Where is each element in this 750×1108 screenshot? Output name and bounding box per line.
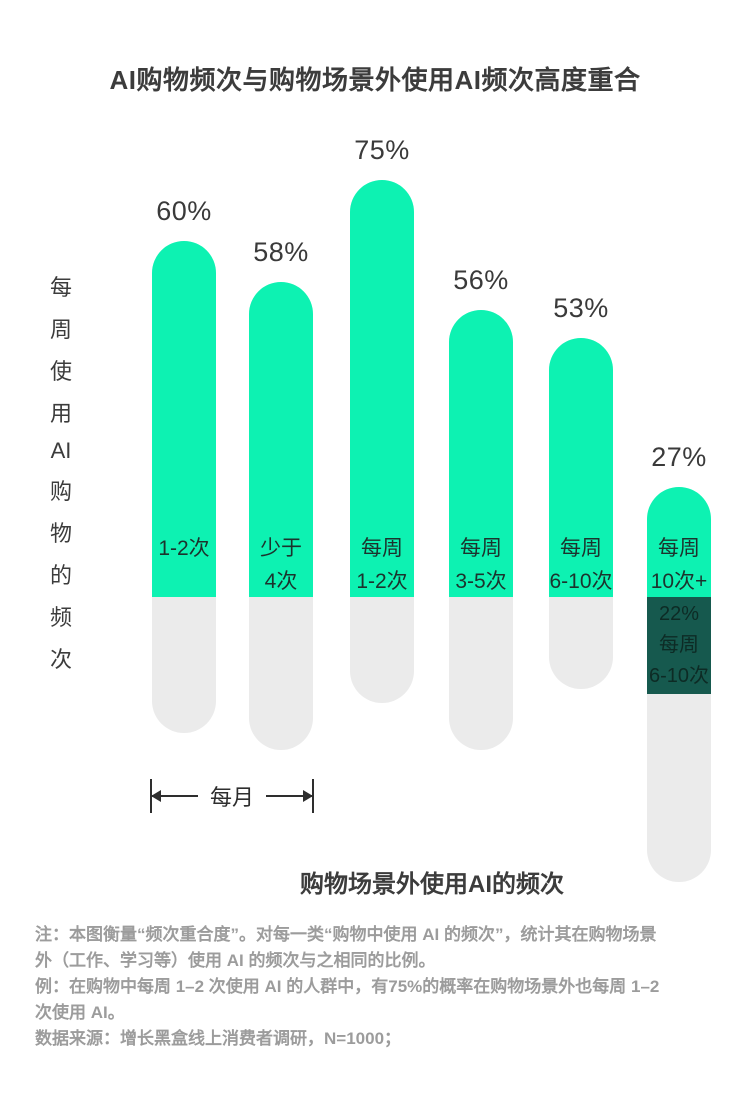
bar-remainder-segment	[549, 597, 613, 689]
bar-primary-segment: 1-2次	[152, 241, 216, 597]
bar-每周10次+: 每周 10次+ 22% 每周 6-10次	[647, 487, 711, 882]
y-axis-label-char: 次	[49, 647, 72, 672]
y-axis-label: 每周使用 AI 购物的频次	[38, 270, 84, 674]
bar-每周1-2次: 每周 1-2次	[350, 180, 414, 703]
bar-primary-segment: 每周 1-2次	[350, 180, 414, 597]
bar-value-label: 75%	[354, 135, 410, 165]
bar-remainder-segment	[249, 597, 313, 750]
arrow-left-icon	[152, 795, 198, 797]
x-axis-label: 购物场景外使用AI的频次	[300, 871, 564, 898]
bar-primary-segment: 每周 6-10次	[549, 338, 613, 597]
arrow-right-icon	[266, 795, 313, 797]
y-axis-label-char: 每	[49, 275, 72, 300]
monthly-range-bracket: 每月	[150, 779, 314, 813]
y-axis-label-char: 频	[49, 605, 72, 630]
bar-category-label: 每周 10次+	[650, 537, 708, 593]
bar-每周3-5次: 每周 3-5次	[449, 310, 513, 750]
page-title: AI购物频次与购物场景外使用AI频次高度重合	[109, 65, 641, 95]
bar-value-label: 58%	[253, 237, 309, 267]
secondary-segment-label: 22% 每周 6-10次	[648, 603, 710, 687]
bar-primary-segment: 少于 4次	[249, 282, 313, 597]
monthly-bracket-label: 每月	[210, 785, 255, 810]
bar-每周6-10次: 每周 6-10次	[549, 338, 613, 689]
bar-category-label: 1-2次	[158, 537, 210, 560]
bar-primary-segment: 每周 10次+	[647, 487, 711, 597]
bar-1-2次: 1-2次	[152, 241, 216, 733]
y-axis-label-char: 使	[49, 359, 72, 384]
bar-category-label: 每周 6-10次	[549, 537, 613, 593]
bar-secondary-segment: 22% 每周 6-10次	[647, 597, 711, 694]
bar-remainder-segment	[647, 694, 711, 882]
bar-value-label: 60%	[156, 196, 212, 226]
footnotes: 注：本图衡量“频次重合度”。对每一类“购物中使用 AI 的频次”，统计其在购物场…	[35, 925, 660, 1048]
bar-少于4次: 少于 4次	[249, 282, 313, 750]
bar-category-label: 少于 4次	[260, 537, 302, 593]
bar-remainder-segment	[152, 597, 216, 733]
bar-value-label: 53%	[553, 293, 609, 323]
bar-remainder-segment	[350, 597, 414, 703]
y-axis-label-char: 周	[49, 317, 72, 342]
y-axis-label-char: 物	[49, 521, 72, 546]
bar-category-label: 每周 3-5次	[455, 537, 507, 593]
bar-value-label: 56%	[453, 265, 509, 295]
bar-remainder-segment	[449, 597, 513, 750]
y-axis-label-char: 用	[49, 401, 72, 426]
y-axis-label-char: 购	[49, 479, 72, 504]
y-axis-label-char: AI	[50, 438, 72, 463]
y-axis-label-char: 的	[49, 563, 72, 588]
bar-category-label: 每周 1-2次	[356, 537, 408, 593]
bar-primary-segment: 每周 3-5次	[449, 310, 513, 597]
bar-value-label: 27%	[651, 442, 707, 472]
